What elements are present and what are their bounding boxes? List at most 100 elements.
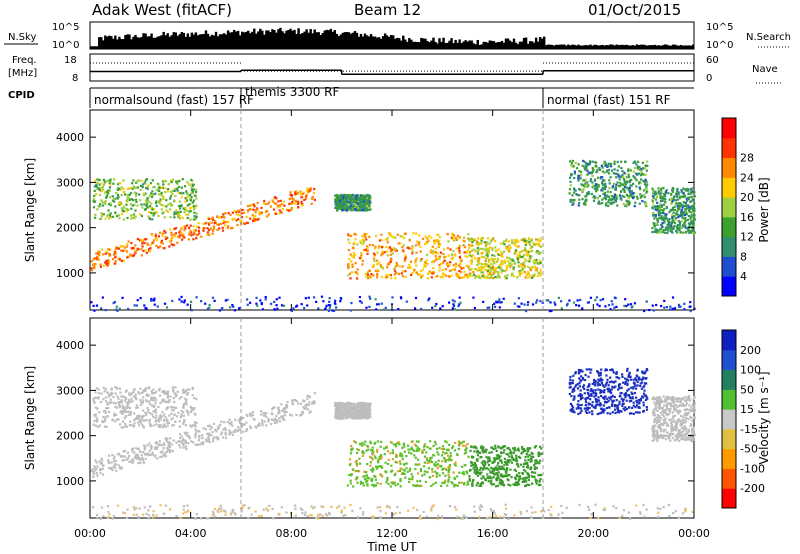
scatter-cell [170, 243, 173, 246]
scatter-cell [141, 245, 144, 248]
scatter-cell [101, 296, 104, 299]
scatter-cell [176, 241, 179, 244]
scatter-cell [684, 207, 687, 211]
scatter-cell [684, 201, 687, 205]
scatter-cell [513, 239, 517, 242]
scatter-cell [400, 297, 403, 300]
scatter-cell [491, 254, 494, 257]
scatter-cell [141, 240, 144, 243]
scatter-cell [469, 268, 472, 271]
scatter-cell [450, 481, 453, 484]
scatter-cell [152, 410, 155, 413]
scatter-cell [690, 207, 693, 210]
scatter-cell [671, 307, 674, 310]
scatter-cell [617, 165, 620, 168]
nsky-bar [279, 27, 282, 49]
scatter-cell [488, 242, 491, 245]
scatter-cell [194, 433, 197, 437]
scatter-cell [476, 250, 479, 253]
scatter-cell [153, 404, 156, 408]
scatter-cell [189, 405, 192, 409]
scatter-cell [176, 189, 179, 192]
nsky-bar [269, 32, 272, 49]
scatter-cell [620, 183, 623, 186]
scatter-cell [692, 219, 695, 222]
scatter-cell [673, 208, 677, 212]
scatter-cell [97, 258, 101, 261]
scatter-cell [527, 253, 530, 256]
nsky-bar [160, 35, 163, 49]
scatter-cell [116, 453, 120, 456]
scatter-cell [396, 483, 400, 486]
scatter-cell [430, 271, 433, 274]
scatter-cell [361, 404, 365, 408]
scatter-cell [419, 250, 422, 253]
scatter-cell [545, 299, 548, 302]
scatter-cell [107, 454, 111, 457]
scatter-cell [281, 416, 284, 420]
scatter-cell [486, 256, 489, 259]
scatter-cell [362, 402, 365, 405]
scatter-cell [458, 481, 461, 484]
scatter-cell [116, 395, 119, 398]
scatter-cell [406, 246, 409, 249]
scatter-cell [163, 453, 166, 456]
scatter-cell [682, 214, 685, 217]
scatter-cell [189, 410, 193, 414]
scatter-cell [162, 196, 165, 199]
scatter-cell [175, 181, 178, 184]
scatter-cell [112, 182, 115, 185]
scatter-cell [129, 253, 132, 256]
scatter-cell [117, 182, 120, 185]
nsky-bar [190, 32, 194, 49]
scatter-cell [462, 244, 465, 247]
nsky-bar [299, 34, 302, 49]
scatter-cell [591, 181, 594, 184]
scatter-cell [668, 308, 672, 311]
scatter-cell [652, 190, 655, 193]
scatter-cell [176, 415, 179, 418]
scatter-cell [166, 396, 169, 399]
scatter-cell [288, 197, 291, 201]
scatter-cell [119, 391, 122, 394]
scatter-cell [496, 257, 500, 261]
scatter-cell [192, 218, 195, 221]
scatter-cell [512, 241, 515, 244]
scatter-cell [365, 194, 369, 197]
scatter-cell [108, 252, 111, 255]
nsky-bar [617, 45, 620, 49]
scatter-cell [416, 472, 420, 475]
scatter-cell [434, 251, 437, 254]
scatter-cell [171, 236, 174, 239]
scatter-cell [154, 237, 157, 240]
scatter-cell [529, 247, 532, 250]
scatter-cell [434, 275, 438, 278]
scatter-cell [660, 304, 663, 308]
scatter-cell [636, 160, 640, 163]
scatter-cell [128, 410, 131, 414]
scatter-cell [182, 446, 185, 449]
scatter-cell [692, 213, 696, 216]
scatter-cell [132, 179, 135, 182]
scatter-cell [125, 210, 128, 213]
scatter-cell [366, 246, 369, 249]
scatter-cell [377, 465, 380, 468]
scatter-cell [313, 198, 317, 202]
scatter-cell [534, 238, 538, 241]
scatter-cell [334, 416, 337, 420]
nsky-bar [341, 32, 345, 49]
scatter-cell [689, 301, 692, 304]
scatter-cell [443, 248, 446, 251]
scatter-cell [109, 178, 112, 181]
scatter-cell [360, 403, 363, 406]
scatter-cell [98, 188, 101, 191]
scatter-cell [651, 206, 654, 209]
scatter-cell [146, 198, 149, 201]
scatter-cell [361, 408, 364, 411]
scatter-cell [335, 404, 338, 407]
scatter-cell [341, 205, 344, 208]
scatter-cell [150, 396, 153, 399]
scatter-cell [125, 389, 128, 392]
